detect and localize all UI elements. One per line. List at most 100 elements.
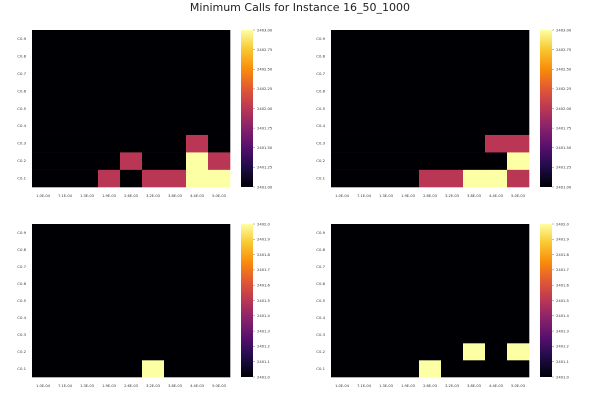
heatmap-cell <box>32 326 55 344</box>
heatmap-cell <box>353 169 376 188</box>
heatmap-cell <box>353 326 376 344</box>
colorbar-tick-label: 2403.00 <box>257 28 273 32</box>
heatmap-cell <box>397 64 420 83</box>
heatmap-cell <box>375 134 398 153</box>
y-tick-label: C0.8 <box>17 247 26 252</box>
x-tick-label: 7.1E-04 <box>58 194 73 198</box>
heatmap-cell <box>331 309 354 327</box>
heatmap-cell <box>353 241 376 259</box>
heatmap-cell <box>164 360 187 378</box>
heatmap-cell <box>331 30 354 48</box>
heatmap-cell <box>419 152 442 170</box>
heatmap-cell <box>142 292 165 310</box>
heatmap-cell <box>507 117 530 135</box>
colorbar-tick-label: 2402.75 <box>556 48 572 52</box>
heatmap-cell <box>397 258 420 276</box>
heatmap-cell <box>419 275 442 293</box>
heatmap-cell <box>186 82 209 101</box>
heatmap-cell <box>507 258 530 276</box>
heatmap-cell <box>463 360 486 378</box>
heatmap-cell <box>419 134 442 153</box>
heatmap-cell <box>120 82 143 101</box>
heatmap-cell <box>164 275 187 293</box>
heatmap-cell <box>54 30 77 48</box>
heatmap-cell <box>419 360 442 378</box>
heatmap-cell <box>419 117 442 135</box>
heatmap-cell <box>98 224 121 242</box>
heatmap-cell <box>397 275 420 293</box>
y-tick-label: C0.1 <box>316 366 325 371</box>
heatmap-cell <box>142 326 165 344</box>
heatmap-cell <box>164 99 187 118</box>
heatmap-cell <box>353 47 376 66</box>
heatmap-cell <box>485 309 508 327</box>
heatmap-cell <box>507 275 530 293</box>
heatmap-cell <box>32 134 55 153</box>
heatmap-cell <box>120 292 143 310</box>
x-tick-label: 1.3E-03 <box>80 194 94 198</box>
heatmap-cell <box>76 169 99 188</box>
heatmap-cell <box>164 64 187 83</box>
heatmap-cell <box>441 47 464 66</box>
colorbar <box>540 30 552 187</box>
heatmap-cell <box>98 309 121 327</box>
heatmap-cell <box>463 47 486 66</box>
colorbar-tick-label: 2401.9 <box>257 238 271 242</box>
colorbar-tick-label: 2401.0 <box>257 375 271 379</box>
heatmap-cell <box>142 82 165 101</box>
x-tick-label: 5.0E-03 <box>212 194 226 198</box>
colorbar-tick-label: 2401.00 <box>556 185 572 189</box>
heatmap-cell <box>463 30 486 48</box>
colorbar <box>241 30 253 187</box>
heatmap-cell <box>331 241 354 259</box>
y-tick-label: C0.4 <box>17 123 26 128</box>
heatmap-cell <box>32 292 55 310</box>
heatmap-cell <box>120 99 143 118</box>
heatmap-cell <box>208 82 231 101</box>
x-tick-label: 7.1E-04 <box>357 384 372 388</box>
heatmap-cell <box>208 275 231 293</box>
heatmap-cell <box>142 117 165 135</box>
y-tick-label: C0.3 <box>17 332 26 337</box>
colorbar-tick-label: 2401.6 <box>556 284 570 288</box>
heatmap-cell <box>507 326 530 344</box>
heatmap-cell <box>331 275 354 293</box>
colorbar-tick-label: 2401.6 <box>257 284 271 288</box>
heatmap-cell <box>98 47 121 66</box>
heatmap-cell <box>54 241 77 259</box>
heatmap-cell <box>507 152 530 170</box>
heatmap-cell <box>186 309 209 327</box>
x-tick-label: 1.9E-03 <box>102 384 116 388</box>
y-tick-label: C0.1 <box>17 366 26 371</box>
heatmap-cell <box>164 258 187 276</box>
heatmap-cell <box>32 275 55 293</box>
heatmap-cell <box>208 134 231 153</box>
x-tick-label: 5.0E-03 <box>511 194 525 198</box>
x-tick-label: 1.9E-03 <box>401 194 415 198</box>
heatmap-cell <box>98 360 121 378</box>
heatmap-cell <box>419 326 442 344</box>
x-tick-label: 1.3E-03 <box>80 384 94 388</box>
y-tick-label: C0.1 <box>17 176 26 181</box>
y-tick-label: C0.9 <box>316 230 325 235</box>
x-tick-label: 4.4E-03 <box>190 194 204 198</box>
heatmap-cell <box>54 152 77 170</box>
y-tick-label: C0.5 <box>17 298 26 303</box>
heatmap-cell <box>463 275 486 293</box>
heatmap-cell <box>463 152 486 170</box>
heatmap-cell <box>186 152 209 170</box>
heatmap-cell <box>331 82 354 101</box>
heatmap-cell <box>164 47 187 66</box>
colorbar-tick-label: 2402.50 <box>556 68 572 72</box>
heatmap-cell <box>463 292 486 310</box>
heatmap-cell <box>419 64 442 83</box>
colorbar-tick-label: 2401.4 <box>257 314 271 318</box>
heatmap-cell <box>507 309 530 327</box>
heatmap-cell <box>463 117 486 135</box>
figure-title: Minimum Calls for Instance 16_50_1000 <box>190 1 410 14</box>
x-tick-label: 1.9E-03 <box>401 384 415 388</box>
heatmap-cell <box>98 343 121 361</box>
x-tick-label: 1.9E-03 <box>102 194 116 198</box>
heatmap-cell <box>120 134 143 153</box>
